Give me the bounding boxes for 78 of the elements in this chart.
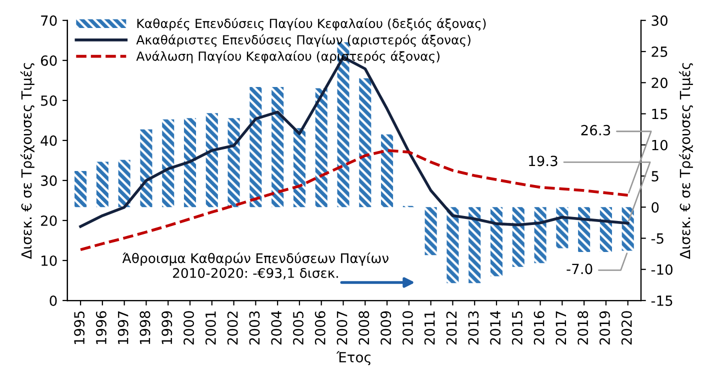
y-tick-label: 50 — [41, 95, 57, 106]
bar — [272, 87, 284, 208]
x-tick-label: 2003 — [249, 311, 260, 345]
x-tick-label: 2007 — [336, 311, 348, 345]
y-tick-label: 30 — [41, 175, 57, 186]
x-tick-label: 1995 — [74, 311, 85, 344]
y2-axis-title: Δισεκ. € σε Τρέχουσες Τιμές — [678, 63, 693, 260]
x-tick-label: 2001 — [205, 312, 216, 345]
x-tick-label: 2006 — [314, 311, 326, 345]
y-tick-label: 10 — [42, 255, 57, 266]
x-tick-label: 2016 — [534, 311, 544, 345]
y2-tick-label: -15 — [651, 296, 672, 306]
bar — [315, 88, 328, 208]
bar — [250, 87, 262, 208]
y2-tick-label: 15 — [652, 108, 668, 120]
bar — [228, 118, 240, 208]
bar — [74, 171, 87, 208]
bar — [140, 129, 152, 208]
x-tick-label: 2020 — [621, 311, 632, 345]
x-tick-label: 2015 — [512, 311, 522, 345]
bar — [490, 207, 503, 276]
bar — [293, 128, 306, 208]
bar — [184, 118, 196, 208]
bar — [556, 207, 568, 248]
bar — [512, 207, 524, 267]
y2-tick-label: 25 — [652, 46, 668, 57]
x-tick-label: 2009 — [380, 311, 392, 345]
bar — [424, 207, 437, 256]
x-tick-label: 2012 — [446, 312, 457, 345]
y2-tick-label: 10 — [652, 140, 668, 150]
x-tick-label: 2008 — [358, 311, 370, 345]
x-tick-label: 2000 — [184, 311, 194, 345]
bar — [206, 113, 218, 208]
data-label: -7.0 — [566, 264, 592, 274]
y2-tick-label: 0 — [652, 202, 659, 213]
y-axis-title: Δισεκ. € σε Τρέχουσες Τιμές — [20, 63, 34, 260]
annotation: Άθροισμα Καθαρών Επενδύσεων Παγίων 2010-2020: -€93,1 δισεκ. — [122, 252, 388, 280]
legend-label: Ακαθάριστες Επενδύσεις Παγίων (αριστερός άξονας) — [136, 34, 470, 47]
bar — [118, 160, 130, 208]
x-tick-label: 2019 — [599, 311, 610, 345]
x-tick-label: 2014 — [490, 311, 501, 345]
y-tick-label: 60 — [40, 55, 57, 66]
x-tick-label: 2017 — [556, 311, 566, 345]
bar — [534, 207, 546, 264]
x-tick-label: 2005 — [292, 311, 304, 345]
legend-label: Καθαρές Επενδύσεις Παγίου Κεφαλαίου (δεξιός άξονας) — [137, 18, 486, 31]
x-tick-label: 2010 — [402, 311, 413, 345]
x-tick-label: 2011 — [424, 312, 435, 345]
x-tick-label: 1999 — [162, 311, 172, 344]
y2-tick-label: 30 — [652, 15, 668, 26]
y-tick-label: 70 — [41, 15, 57, 26]
bar — [359, 78, 372, 208]
bar — [446, 207, 459, 284]
bar — [468, 207, 481, 284]
y-tick-label: 40 — [40, 135, 57, 146]
y-tick-label: 20 — [41, 215, 57, 226]
x-tick-label: 1996 — [96, 311, 106, 344]
bar — [96, 162, 108, 208]
line-series — [79, 149, 630, 252]
bar — [381, 134, 394, 208]
y-tick-label: 0 — [50, 295, 57, 306]
x-tick-label: 2013 — [468, 311, 479, 345]
y2-tick-label: -5 — [651, 233, 664, 244]
y2-tick-label: -10 — [651, 264, 672, 275]
bar — [600, 207, 612, 252]
x-axis-title: Έτος — [336, 351, 371, 366]
x-tick-label: 2002 — [227, 312, 238, 345]
data-label: 26.3 — [581, 124, 610, 136]
x-tick-label: 2018 — [578, 311, 588, 345]
x-tick-label: 1998 — [140, 311, 150, 344]
bar — [622, 207, 634, 251]
data-label: 19.3 — [529, 156, 558, 166]
y2-tick-label: 5 — [652, 171, 658, 182]
bar — [578, 207, 590, 252]
bar — [162, 119, 174, 208]
x-tick-label: 1997 — [118, 311, 128, 344]
y2-tick-label: 20 — [652, 78, 668, 88]
x-tick-label: 2004 — [271, 311, 282, 345]
